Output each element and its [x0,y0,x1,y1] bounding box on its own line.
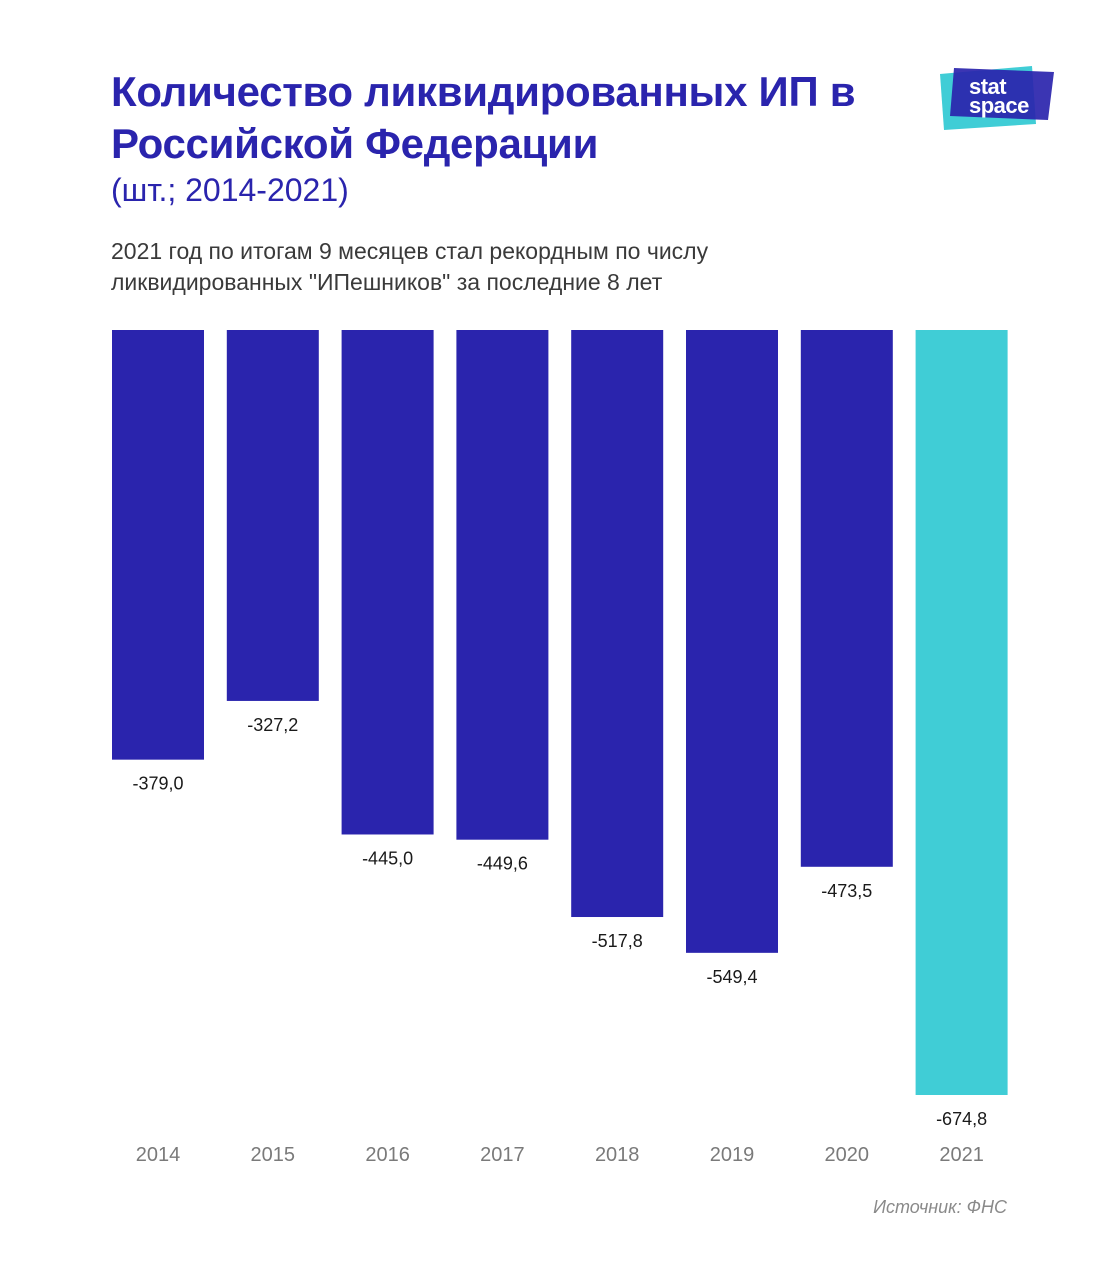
source-note: Источник: ФНС [873,1197,1007,1217]
x-tick-label-2014: 2014 [136,1144,181,1166]
bar-2014 [112,330,204,760]
bar-2017 [456,330,549,840]
logo-text-line2: space [969,93,1029,118]
bars-group [112,330,1008,1095]
logo-shape-icon [940,66,1054,130]
bar-2020 [800,330,893,867]
value-label-2021: -674,8 [936,1109,987,1129]
value-label-2015: -327,2 [247,715,298,735]
value-labels-group: -379,0 -327,2 -445,0 -449,6 -517,8 -549,4 -473… [132,715,987,1129]
value-label-2018: -517,8 [592,931,643,951]
x-tick-label-2019: 2019 [710,1144,755,1166]
bar-2021 [915,330,1008,1095]
chart-subtitle: 2021 год по итогам 9 месяцев стал рекорд… [111,238,709,295]
value-label-2019: -549,4 [706,967,757,987]
x-tick-label-2015: 2015 [251,1144,296,1166]
x-tick-label-2020: 2020 [825,1144,870,1166]
x-tick-label-2017: 2017 [480,1144,525,1166]
x-tick-label-2016: 2016 [365,1144,410,1166]
x-tick-label-2018: 2018 [595,1144,640,1166]
value-label-2017: -449,6 [477,854,528,874]
chart-title: Количество ликвидированных ИП в Российск… [111,68,856,167]
value-label-2020: -473,5 [821,881,872,901]
value-label-2016: -445,0 [362,848,413,868]
logo-text-line1: stat [969,74,1007,99]
bar-2019 [686,330,778,953]
bar-2016 [341,330,434,835]
statspace-logo: stat space [936,62,1066,134]
bar-2018 [571,330,664,918]
x-tick-label-2021: 2021 [939,1144,984,1166]
bar-2015 [226,330,319,701]
value-label-2014: -379,0 [132,774,183,794]
x-tick-labels-group: 2014 2015 2016 2017 2018 2019 2020 2021 [136,1144,984,1166]
chart-title-unit: (шт.; 2014-2021) [111,172,349,208]
